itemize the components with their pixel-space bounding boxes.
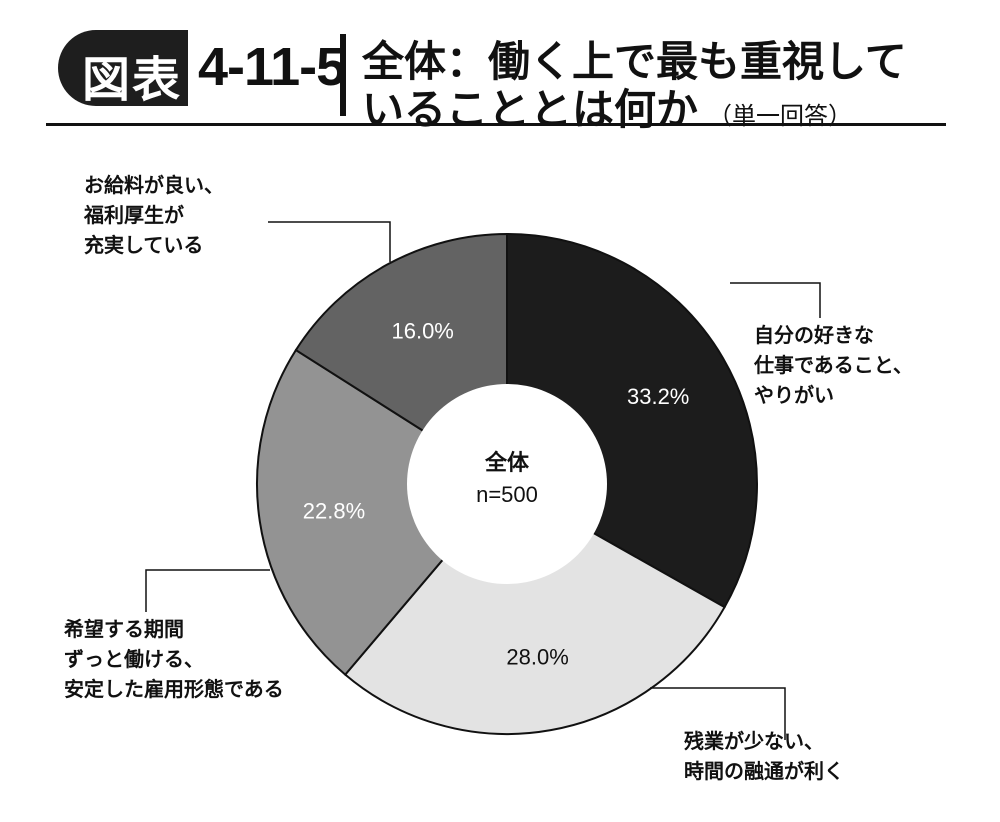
chart-title-line-1: 全体：働く上で最も重視して [362,37,907,86]
slice-category-label: 残業が少ない、時間の融通が利く [684,729,844,783]
slice-value-label: 33.2% [627,384,689,409]
slice-category-label: 自分の好きな仕事であること、やりがい [753,323,913,407]
label-leader-lines [145,221,821,740]
slice-value-label: 28.0% [506,644,568,669]
leader-line [268,221,391,262]
figure-badge-label: 図表 [82,52,183,108]
header-rule [46,123,946,126]
figure-number: 4-11-5 [198,37,346,97]
title-separator [340,34,346,116]
slice-category-label: 希望する期間ずっと働ける、安定した雇用形態である [64,617,284,701]
leader-line [145,569,270,612]
center-label: 全体 [484,450,530,476]
figure-badge [58,30,188,106]
slice-category-label: お給料が良い、福利厚生が充実している [83,173,224,257]
slice-value-label: 16.0% [391,319,453,344]
leader-line [650,687,786,740]
center-sample-size: n=500 [476,482,538,507]
donut-slice [343,482,726,735]
donut-slice [256,348,509,677]
chart-header: 図表 4-11-5 全体：働く上で最も重視して いることとは何か （単一回答） [0,0,1000,134]
slice-value-label: 22.8% [303,498,365,523]
leader-line [730,282,821,318]
slice-value-labels: 33.2% 28.0% 22.8% 16.0% [303,319,690,670]
donut-hole [407,384,607,584]
